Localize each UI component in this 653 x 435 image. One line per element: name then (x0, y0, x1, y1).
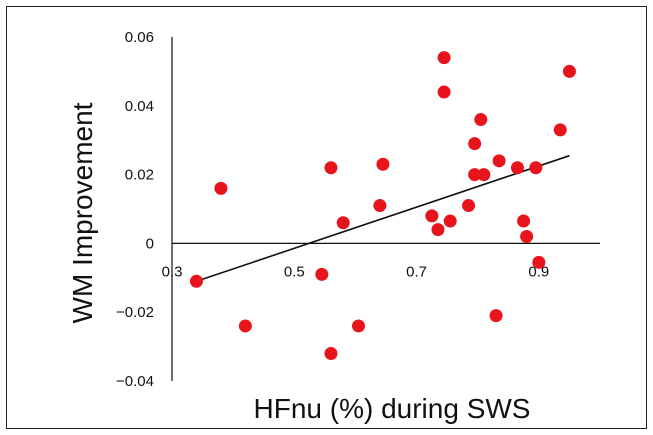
data-point (468, 137, 482, 151)
data-point (553, 123, 567, 137)
x-axis-label: HFnu (%) during SWS (254, 393, 531, 424)
y-tick-label: 0.02 (125, 167, 154, 184)
y-tick-label: −0.02 (116, 304, 154, 321)
data-point (437, 51, 451, 65)
data-point (468, 168, 482, 182)
x-tick-label: 0.5 (284, 263, 305, 280)
data-point (336, 216, 350, 230)
x-tick-label: 0.3 (162, 263, 183, 280)
data-point (376, 157, 390, 171)
data-point (532, 255, 546, 269)
data-point (431, 223, 445, 237)
data-point (477, 168, 491, 182)
data-point (489, 309, 503, 323)
y-tick-label: 0.06 (125, 29, 154, 46)
data-point (373, 199, 387, 213)
data-point (520, 230, 534, 244)
y-axis-label: WM Improvement (67, 102, 98, 323)
data-point (443, 214, 457, 228)
x-tick-label: 0.7 (406, 263, 427, 280)
data-point (562, 64, 576, 78)
data-point (517, 214, 531, 228)
chart-frame (6, 6, 647, 429)
data-point (238, 319, 252, 333)
data-point (474, 113, 488, 127)
x-tick-label: 0.9 (528, 263, 549, 280)
data-point (189, 274, 203, 288)
data-point (462, 199, 476, 213)
chart-marks: 0.06 0.04 0.02 0 −0.02 −0.04 0.3 0.5 0.7 0.9 (116, 29, 600, 390)
data-point (315, 267, 329, 281)
y-tick-label: 0 (146, 235, 154, 252)
y-tick-label: −0.04 (116, 373, 154, 390)
data-point (351, 319, 365, 333)
data-point (425, 209, 439, 223)
data-point (324, 161, 338, 175)
data-point (437, 85, 451, 99)
data-point (324, 346, 338, 360)
data-point (529, 161, 543, 175)
trendline (196, 154, 570, 282)
data-point (214, 181, 228, 195)
data-point (492, 154, 506, 168)
y-tick-label: 0.04 (125, 98, 154, 115)
data-point (510, 161, 524, 175)
